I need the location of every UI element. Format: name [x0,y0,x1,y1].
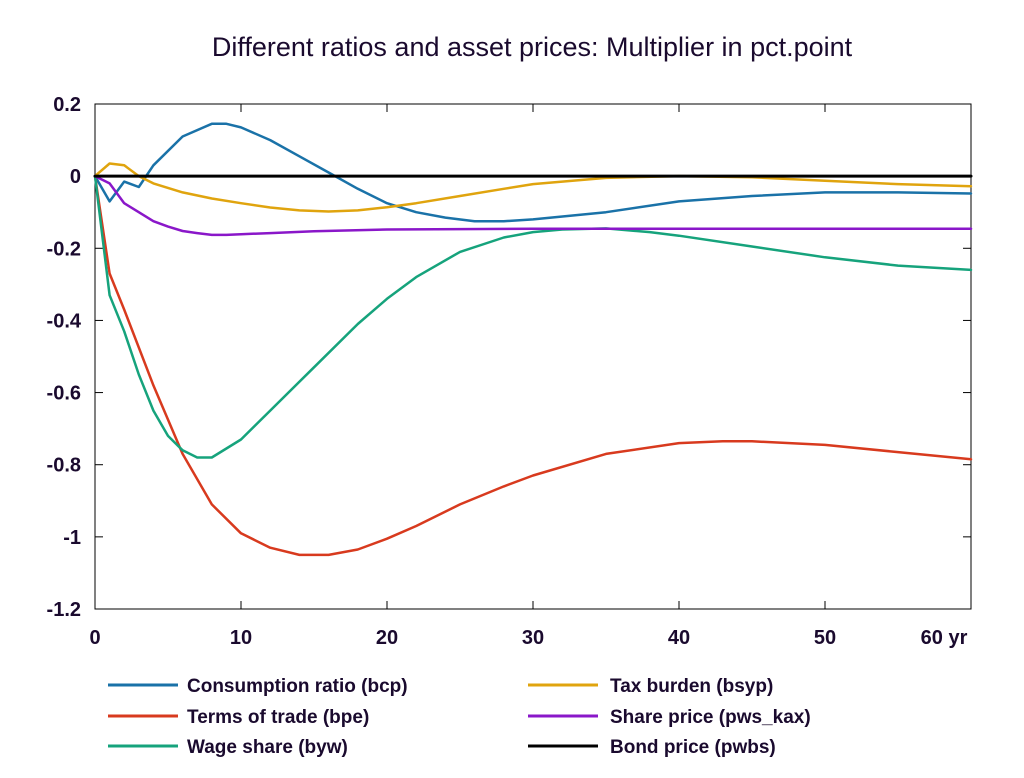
x-tick-label: 10 [230,627,252,649]
y-tick-label: -0.6 [47,383,81,405]
chart-title: Different ratios and asset prices: Multi… [211,32,853,62]
x-tick-label: 60 yr [921,627,968,649]
series-line-5 [93,174,973,237]
legend: Consumption ratio (bcp) Terms of trade (b… [108,676,811,758]
legend-label-1: Consumption ratio (bcp) [187,676,408,697]
plot-border [94,103,972,610]
series-line-4 [93,162,973,213]
legend-label-2: Terms of trade (bpe) [187,707,369,728]
y-tick-label: -0.2 [47,238,81,260]
y-tick-label: 0 [70,166,81,188]
x-tick-label: 50 [814,627,836,649]
legend-label-6: Bond price (pwbs) [610,737,776,758]
legend-label-3: Wage share (byw) [187,737,348,758]
x-tick-label: 30 [522,627,544,649]
series-line-1 [93,122,973,223]
x-tick-label: 40 [668,627,690,649]
y-tick-label: -1.2 [47,599,81,621]
legend-label-4: Tax burden (bsyp) [610,676,773,697]
x-tick-label: 0 [89,627,100,649]
y-tick-label: 0.2 [53,94,81,116]
y-tick-label: -0.8 [47,455,81,477]
y-tick-label: -1 [63,527,81,549]
x-tick-label: 20 [376,627,398,649]
axis-labels: 0.2 0 -0.2 -0.4 -0.6 -0.8 -1 -1.2 0 10 20 30 40 50 60 … [47,94,968,649]
series-layer [93,122,973,557]
plot-frame [94,103,972,610]
legend-label-5: Share price (pws_kax) [610,707,811,728]
y-tick-label: -0.4 [47,310,82,332]
series-line-2 [93,174,973,557]
series-line-3 [93,174,973,459]
